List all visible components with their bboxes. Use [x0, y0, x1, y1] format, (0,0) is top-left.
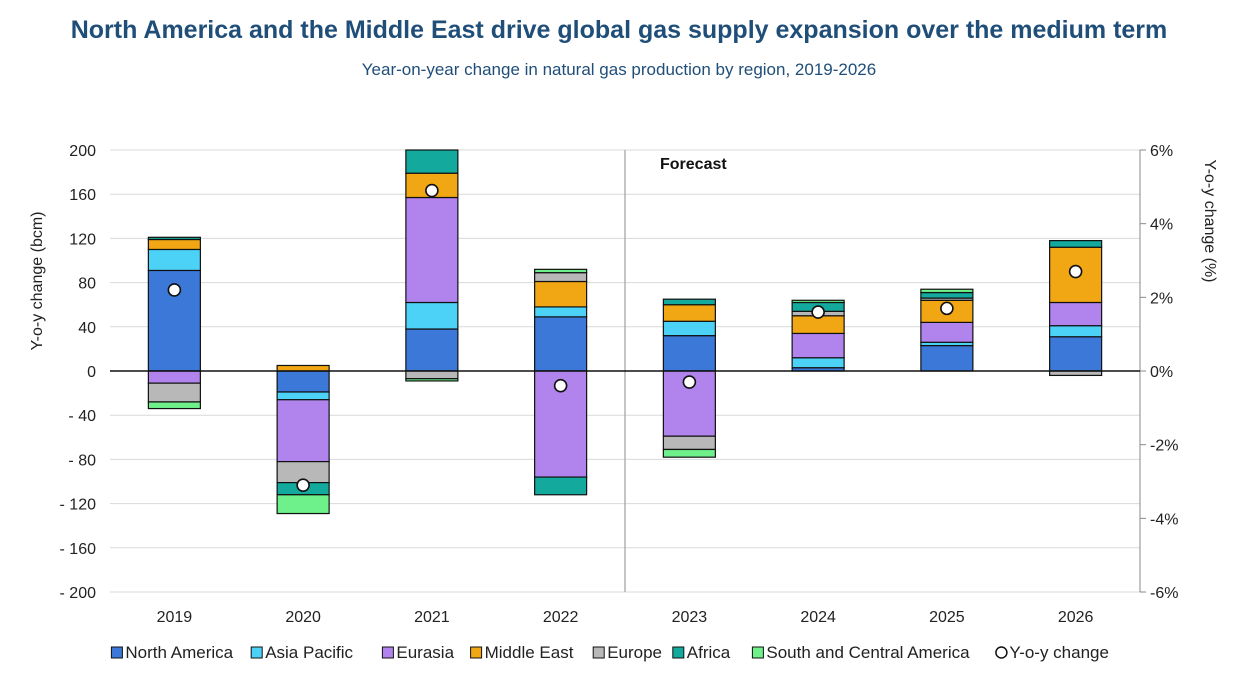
bar-segment	[662, 435, 716, 451]
bar-segment	[405, 149, 459, 174]
legend-label: Asia Pacific	[265, 643, 353, 662]
legend-label: Europe	[607, 643, 662, 662]
bar-segment	[147, 382, 201, 403]
bar-segment	[534, 476, 588, 496]
x-tick-label: 2020	[285, 609, 321, 626]
bar-segment	[147, 370, 201, 384]
bar-segment	[534, 316, 588, 372]
y2-tick-label: -6%	[1150, 585, 1178, 602]
forecast-label: Forecast	[660, 156, 727, 173]
legend-label: North America	[125, 643, 233, 662]
y-tick-label: - 80	[68, 452, 96, 469]
legend-swatch	[751, 646, 764, 659]
x-tick-label: 2024	[800, 609, 836, 626]
yoy-marker	[553, 378, 568, 393]
y-tick-label: 0	[87, 364, 96, 381]
y2-tick-label: -4%	[1150, 511, 1178, 528]
bar-segment	[276, 364, 330, 372]
bar-segment	[147, 401, 201, 410]
bar-segment	[662, 335, 716, 372]
bar-segment	[920, 288, 974, 294]
bar-segment	[534, 272, 588, 283]
bar-segment	[276, 399, 330, 463]
chart-subtitle: Year-on-year change in natural gas produ…	[361, 60, 877, 79]
yoy-marker	[167, 283, 182, 297]
x-tick-label: 2026	[1058, 609, 1094, 626]
legend: North America Asia Pacific Eurasia Middle E…	[110, 643, 1109, 662]
bar-segment	[534, 268, 588, 274]
y-tick-label: 80	[78, 276, 96, 293]
bar-segment	[920, 344, 974, 372]
legend-label: Middle East	[485, 643, 574, 662]
axes: 200 160 120 80 40 0 - 40 - 80 - 120 - 160 - 200 6% 4…	[29, 143, 1218, 626]
bar-segment	[662, 298, 716, 306]
bar-segment	[791, 332, 845, 359]
bar-segment	[534, 306, 588, 318]
bar-segment	[662, 304, 716, 322]
x-tick-label: 2019	[157, 609, 193, 626]
x-tick-label: 2023	[672, 609, 708, 626]
y-tick-label: 120	[69, 231, 96, 248]
legend-swatch	[672, 646, 685, 659]
y-tick-label: - 200	[60, 585, 97, 602]
legend-swatch	[110, 646, 123, 659]
legend-label: Y-o-y change	[1009, 643, 1109, 662]
bar-segment	[1049, 325, 1103, 338]
bar-segment	[791, 357, 845, 369]
bar-segment	[147, 248, 201, 272]
x-tick-label: 2025	[929, 609, 965, 626]
bar-segment	[1049, 240, 1103, 248]
legend-marker	[995, 646, 1008, 659]
legend-label: Africa	[687, 643, 731, 662]
bar-segment	[405, 301, 459, 330]
yoy-marker	[811, 305, 825, 319]
bar-segment	[1049, 301, 1103, 327]
yoy-marker	[296, 478, 310, 492]
y-tick-label: 40	[78, 320, 96, 337]
y-axis-title: Y-o-y change (bcm)	[29, 211, 46, 350]
bar-segment	[662, 320, 716, 337]
y-tick-label: - 40	[68, 408, 96, 425]
legend-swatch	[250, 646, 263, 659]
y2-tick-label: 2%	[1150, 290, 1173, 307]
bar-segment	[276, 370, 330, 393]
y-tick-label: 160	[69, 187, 96, 204]
bar-segment	[147, 236, 201, 241]
bar-segment	[405, 196, 459, 304]
bar-segment	[405, 328, 459, 372]
yoy-marker	[682, 375, 697, 389]
bar-segment	[405, 370, 459, 380]
y-tick-label: 200	[69, 143, 96, 160]
bar-segment	[662, 448, 716, 458]
legend-swatch	[470, 646, 483, 659]
x-tick-label: 2022	[543, 609, 579, 626]
legend-swatch	[381, 646, 394, 659]
bar-segment	[147, 238, 201, 251]
y2-tick-label: 0%	[1150, 364, 1173, 381]
bar-segment	[1049, 336, 1103, 372]
bar-segment	[920, 291, 974, 299]
chart-title: North America and the Middle East drive …	[70, 16, 1168, 44]
yoy-marker	[940, 301, 954, 316]
legend-swatch	[592, 646, 605, 659]
x-tick-label: 2021	[414, 609, 450, 626]
bar-segment	[405, 378, 459, 382]
bar-segment	[791, 299, 845, 304]
yoy-markers	[167, 183, 1083, 492]
y2-tick-label: 6%	[1150, 143, 1173, 160]
bar-segment	[276, 494, 330, 515]
bar-segment	[276, 391, 330, 401]
legend-label: South and Central America	[766, 643, 970, 662]
y2-axis-title: Y-o-y change (%)	[1201, 159, 1218, 282]
bar-segment	[534, 280, 588, 308]
y-tick-label: - 120	[60, 497, 97, 514]
y-tick-label: - 160	[60, 541, 97, 558]
yoy-marker	[1068, 264, 1083, 279]
legend-label: Eurasia	[396, 643, 454, 662]
bar-segment	[920, 321, 974, 343]
yoy-marker	[425, 183, 439, 198]
y2-tick-label: -2%	[1150, 438, 1178, 455]
y2-tick-label: 4%	[1150, 217, 1173, 234]
